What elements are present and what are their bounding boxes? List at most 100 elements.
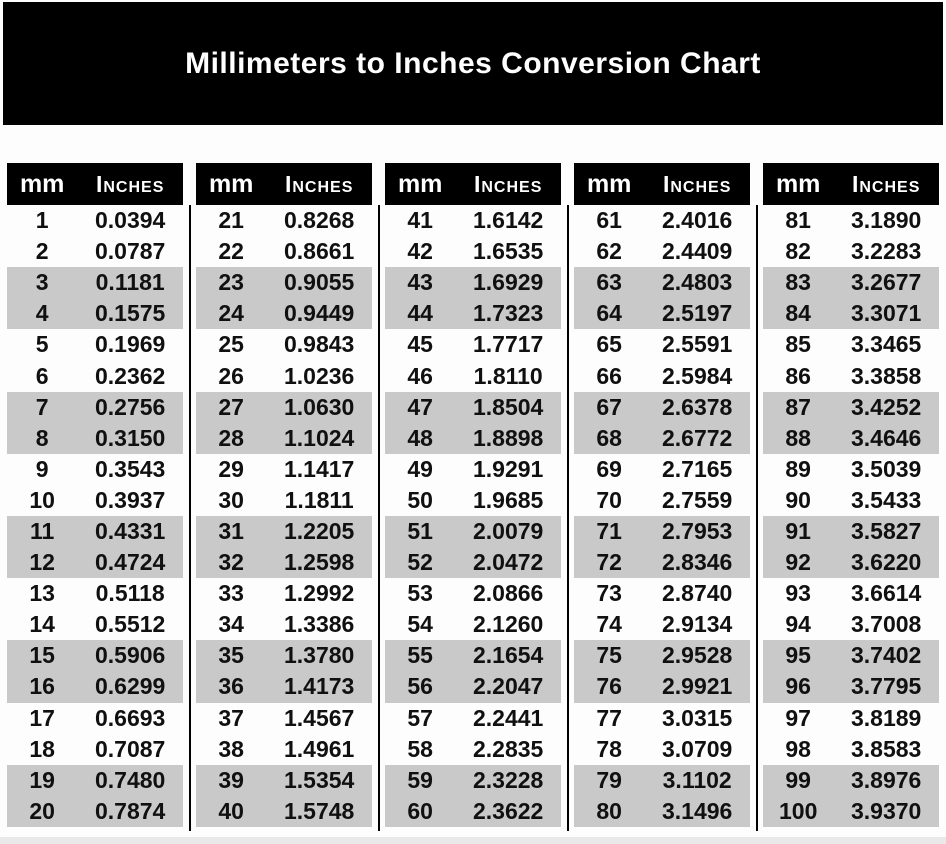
inches-value: 1.2205 (284, 517, 355, 544)
mm-value: 27 (218, 393, 244, 420)
inches-value: 3.3071 (851, 300, 922, 327)
inches-value: 0.5906 (95, 642, 166, 669)
mm-value: 44 (407, 300, 433, 327)
mm-value: 34 (218, 611, 244, 638)
inches-value: 1.6142 (473, 207, 544, 234)
inches-value: 1.0630 (284, 393, 355, 420)
mm-value: 20 (29, 797, 55, 824)
mm-value: 54 (407, 611, 433, 638)
table-row: 100 3.9370 (763, 795, 939, 827)
table-row: 88 3.4646 (763, 422, 939, 454)
mm-value: 13 (29, 580, 55, 607)
table-row: 11 0.4331 (7, 515, 183, 548)
table-row: 46 1.8110 (385, 360, 561, 391)
table-divider (561, 163, 574, 831)
mm-value: 49 (407, 455, 433, 482)
table-header: mm Inches (385, 163, 561, 205)
mm-value: 29 (218, 455, 244, 482)
mm-value: 32 (218, 549, 244, 576)
inches-value: 3.2283 (851, 238, 922, 265)
inches-value: 3.4252 (851, 393, 922, 420)
inches-value: 3.1102 (662, 766, 732, 793)
mm-value: 96 (785, 673, 811, 700)
mm-value: 31 (218, 517, 244, 544)
mm-value: 95 (785, 642, 811, 669)
mm-value: 97 (785, 704, 811, 731)
inches-value: 0.9055 (284, 269, 355, 296)
mm-value: 71 (596, 517, 622, 544)
inches-value: 3.9370 (851, 797, 922, 824)
table-row: 15 0.5906 (7, 640, 183, 672)
inches-value: 0.6299 (95, 673, 166, 700)
mm-value: 25 (218, 331, 244, 358)
inches-value: 0.1575 (95, 300, 166, 327)
table-row: 63 2.4803 (574, 267, 750, 299)
mm-value: 58 (407, 735, 433, 762)
inches-value: 0.1969 (95, 331, 166, 358)
inches-value: 1.7717 (473, 331, 544, 358)
mm-value: 50 (407, 486, 433, 513)
mm-value: 94 (785, 611, 811, 638)
mm-value: 19 (29, 766, 55, 793)
table-row: 80 3.1496 (574, 795, 750, 827)
table-row: 30 1.1811 (196, 485, 372, 516)
bottom-scan-band (0, 837, 946, 844)
table-row: 79 3.1102 (574, 764, 750, 796)
table-divider (183, 163, 196, 831)
mm-value: 57 (407, 704, 433, 731)
inches-value: 2.4016 (662, 207, 733, 234)
mm-value: 39 (218, 766, 244, 793)
mm-value: 7 (35, 393, 49, 420)
inches-value: 2.0866 (473, 580, 544, 607)
table-row: 67 2.6378 (574, 391, 750, 423)
table-row: 97 3.8189 (763, 703, 939, 734)
table-row: 28 1.1024 (196, 422, 372, 454)
mm-column-header: mm (208, 169, 254, 198)
inches-value: 3.8583 (851, 735, 922, 762)
table-row: 49 1.9291 (385, 454, 561, 485)
inches-value: 1.3386 (284, 611, 355, 638)
mm-value: 18 (29, 735, 55, 762)
table-row: 14 0.5512 (7, 609, 183, 640)
table-row: 72 2.8346 (574, 547, 750, 579)
mm-value: 62 (596, 238, 622, 265)
inches-value: 1.5748 (284, 797, 355, 824)
mm-value: 93 (785, 580, 811, 607)
table-row: 8 0.3150 (7, 422, 183, 454)
inches-value: 0.8661 (284, 238, 355, 265)
inches-value: 3.5039 (851, 455, 922, 482)
table-row: 35 1.3780 (196, 640, 372, 672)
inches-value: 0.5512 (95, 611, 166, 638)
divider-line (188, 205, 191, 831)
table-row: 57 2.2441 (385, 703, 561, 734)
inches-column-header: Inches (284, 170, 354, 197)
conversion-table-4: mm Inches 61 2.4016 62 2.4409 63 2.4803 64 2.51… (574, 163, 750, 831)
table-row: 34 1.3386 (196, 609, 372, 640)
table-header: mm Inches (7, 163, 183, 205)
mm-value: 68 (596, 424, 622, 451)
table-row: 12 0.4724 (7, 547, 183, 579)
inches-value: 2.0472 (473, 549, 544, 576)
mm-value: 55 (407, 642, 433, 669)
mm-value: 98 (785, 735, 811, 762)
inches-value: 3.5827 (851, 517, 922, 544)
table-row: 56 2.2047 (385, 671, 561, 703)
inches-value: 1.6929 (473, 269, 544, 296)
mm-value: 12 (29, 549, 55, 576)
mm-value: 84 (785, 300, 811, 327)
table-row: 20 0.7874 (7, 795, 183, 827)
mm-value: 1 (35, 207, 49, 234)
mm-value: 48 (407, 424, 433, 451)
table-row: 98 3.8583 (763, 734, 939, 765)
inches-value: 3.3465 (851, 331, 922, 358)
table-row: 86 3.3858 (763, 360, 939, 391)
table-row: 9 0.3543 (7, 454, 183, 485)
mm-value: 14 (29, 611, 55, 638)
mm-value: 52 (407, 549, 433, 576)
table-row: 43 1.6929 (385, 267, 561, 299)
mm-value: 15 (29, 642, 55, 669)
mm-value: 40 (218, 797, 244, 824)
mm-value: 42 (407, 238, 433, 265)
mm-value: 28 (218, 424, 244, 451)
